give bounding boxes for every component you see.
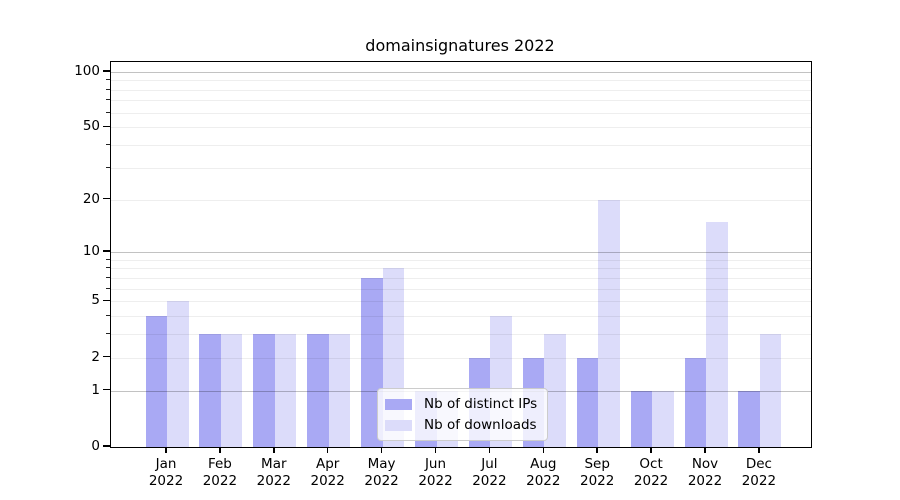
- x-tick-label-jun: Jun 2022: [418, 456, 453, 489]
- x-tick-label-aug: Aug 2022: [526, 456, 561, 489]
- x-tick-label-jul: Jul 2022: [472, 456, 507, 489]
- gridline-10: [111, 252, 811, 254]
- y-minor-tick-mark-60: [106, 111, 110, 113]
- gridline-3: [111, 334, 811, 336]
- bar-sep-downloads: [598, 199, 620, 447]
- y-minor-tick-mark-3: [106, 333, 110, 335]
- gridline-50: [111, 127, 811, 129]
- x-tick-mark-jul: [488, 447, 491, 453]
- bar-mar-downloads: [274, 334, 297, 447]
- bar-feb-downloads: [220, 334, 243, 447]
- y-tick-mark-100: [103, 70, 110, 72]
- x-tick-mark-nov: [704, 447, 706, 453]
- legend-label-distinct-ips: Nb of distinct IPs: [424, 396, 538, 412]
- y-minor-tick-mark-40: [106, 144, 110, 146]
- bar-nov-downloads: [706, 221, 728, 447]
- y-tick-mark-2: [103, 355, 110, 358]
- x-tick-label-dec: Dec 2022: [741, 456, 777, 489]
- bar-sep-distinct-ips: [576, 357, 599, 447]
- bar-feb-distinct-ips: [199, 334, 221, 447]
- gridline-9: [111, 259, 811, 261]
- y-minor-tick-mark-9: [106, 258, 110, 260]
- y-tick-label-20: 20: [82, 190, 100, 207]
- y-tick-mark-10: [103, 250, 110, 252]
- x-tick-label-jan: Jan 2022: [148, 456, 184, 489]
- chart-title: domainsignatures 2022: [365, 36, 555, 55]
- gridline-70: [111, 100, 811, 102]
- x-tick-label-apr: Apr 2022: [310, 456, 345, 489]
- gridline-30: [111, 167, 811, 169]
- y-tick-mark-20: [103, 197, 110, 200]
- y-minor-tick-mark-80: [106, 88, 110, 90]
- x-tick-mark-may: [380, 447, 383, 453]
- x-tick-mark-jun: [434, 447, 437, 453]
- gridline-40: [111, 145, 811, 147]
- y-tick-label-5: 5: [91, 292, 100, 309]
- gridline-20: [111, 199, 811, 201]
- bar-dec-distinct-ips: [738, 390, 760, 447]
- y-tick-label-50: 50: [82, 118, 100, 135]
- bar-mar-distinct-ips: [253, 334, 275, 447]
- gridline-5: [111, 301, 811, 303]
- bar-apr-downloads: [328, 334, 351, 447]
- bar-jan-distinct-ips: [145, 316, 167, 447]
- legend-entry-distinct-ips: Nb of distinct IPs: [385, 396, 537, 412]
- y-minor-tick-mark-4: [106, 315, 110, 317]
- y-tick-label-2: 2: [91, 348, 100, 365]
- y-tick-mark-1: [103, 388, 110, 391]
- y-tick-mark-0: [103, 445, 110, 447]
- legend-entry-downloads: Nb of downloads: [385, 417, 537, 433]
- x-tick-mark-feb: [219, 447, 221, 453]
- x-tick-label-nov: Nov 2022: [687, 456, 723, 489]
- y-tick-mark-50: [103, 125, 110, 128]
- bar-jan-downloads: [167, 301, 189, 447]
- x-tick-label-feb: Feb 2022: [202, 456, 238, 489]
- x-tick-label-mar: Mar 2022: [256, 456, 291, 489]
- legend-swatch-distinct-ips: [385, 398, 412, 410]
- x-tick-mark-oct: [650, 447, 652, 453]
- x-tick-mark-mar: [273, 447, 275, 453]
- gridline-90: [111, 80, 811, 82]
- y-tick-label-10: 10: [82, 243, 100, 260]
- bar-nov-distinct-ips: [684, 357, 706, 447]
- bar-aug-downloads: [544, 334, 566, 447]
- legend: Nb of distinct IPs Nb of downloads: [377, 388, 549, 441]
- bar-apr-distinct-ips: [307, 334, 329, 447]
- gridline-7: [111, 277, 811, 279]
- x-tick-mark-aug: [542, 447, 545, 453]
- y-minor-tick-mark-70: [106, 99, 110, 101]
- y-minor-tick-mark-30: [106, 166, 110, 168]
- gridline-8: [111, 268, 811, 270]
- x-tick-label-sep: Sep 2022: [580, 456, 615, 489]
- y-tick-mark-5: [103, 299, 110, 302]
- bar-oct-distinct-ips: [630, 390, 653, 447]
- gridline-4: [111, 316, 811, 318]
- y-minor-tick-mark-90: [106, 79, 110, 81]
- x-tick-mark-sep: [596, 447, 598, 453]
- x-tick-label-may: May 2022: [364, 456, 399, 489]
- x-tick-label-oct: Oct 2022: [633, 456, 669, 489]
- y-minor-tick-mark-6: [106, 287, 110, 289]
- legend-label-downloads: Nb of downloads: [424, 417, 537, 433]
- y-tick-label-1: 1: [91, 381, 100, 398]
- y-tick-label-100: 100: [74, 62, 100, 79]
- y-minor-tick-mark-7: [106, 276, 110, 278]
- gridline-80: [111, 89, 811, 91]
- gridline-6: [111, 288, 811, 290]
- y-minor-tick-mark-8: [106, 267, 110, 269]
- gridline-2: [111, 357, 811, 359]
- x-tick-mark-dec: [758, 447, 760, 453]
- x-tick-mark-apr: [326, 447, 329, 453]
- legend-swatch-downloads: [385, 419, 412, 431]
- bar-oct-downloads: [652, 390, 674, 447]
- bar-dec-downloads: [759, 334, 782, 447]
- gridline-60: [111, 112, 811, 114]
- x-tick-mark-jan: [165, 447, 167, 453]
- y-tick-label-0: 0: [91, 438, 100, 454]
- gridline-100: [111, 71, 811, 73]
